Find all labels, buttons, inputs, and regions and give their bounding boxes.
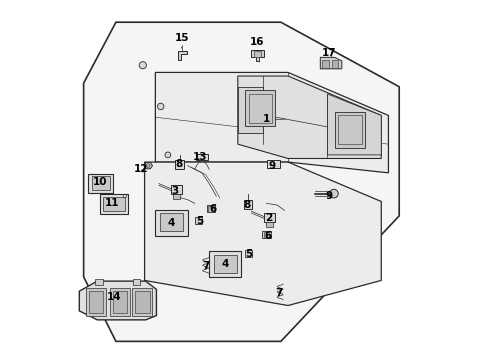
Polygon shape <box>264 213 275 222</box>
Polygon shape <box>244 200 252 209</box>
Text: 8: 8 <box>243 200 250 210</box>
Text: 5: 5 <box>196 216 204 226</box>
Bar <box>88 174 113 193</box>
Text: 9: 9 <box>269 161 275 171</box>
Bar <box>322 59 329 68</box>
Text: 7: 7 <box>275 288 283 298</box>
Polygon shape <box>196 154 208 160</box>
Text: 17: 17 <box>322 48 337 58</box>
Polygon shape <box>267 160 280 168</box>
Polygon shape <box>79 281 156 320</box>
Bar <box>96 279 102 285</box>
Circle shape <box>147 164 150 167</box>
Text: 3: 3 <box>172 186 179 196</box>
Polygon shape <box>320 57 342 69</box>
Bar <box>92 176 110 190</box>
Bar <box>214 255 237 273</box>
Polygon shape <box>84 22 399 341</box>
Polygon shape <box>144 163 152 169</box>
Bar <box>248 94 272 123</box>
Bar <box>264 231 270 237</box>
Bar <box>103 197 125 211</box>
Text: 5: 5 <box>245 248 252 258</box>
Polygon shape <box>145 162 381 306</box>
Polygon shape <box>155 72 389 173</box>
Polygon shape <box>251 50 264 61</box>
Bar <box>133 279 140 285</box>
Polygon shape <box>262 231 271 238</box>
Text: 13: 13 <box>193 152 207 162</box>
Text: 15: 15 <box>175 33 190 43</box>
Text: 12: 12 <box>134 164 148 174</box>
Text: 1: 1 <box>263 114 270 124</box>
Bar <box>254 50 261 57</box>
Text: 8: 8 <box>175 159 182 169</box>
Text: 6: 6 <box>209 204 217 214</box>
Bar <box>173 194 180 199</box>
Polygon shape <box>195 217 202 225</box>
Polygon shape <box>238 76 381 158</box>
Text: 4: 4 <box>221 259 229 269</box>
Circle shape <box>165 152 171 158</box>
Bar <box>135 291 149 313</box>
Bar <box>132 288 152 316</box>
Bar <box>155 210 188 235</box>
Text: 11: 11 <box>105 198 120 208</box>
Text: 7: 7 <box>202 261 209 271</box>
Bar <box>245 90 275 126</box>
Text: 16: 16 <box>250 37 265 47</box>
Polygon shape <box>207 205 215 212</box>
Polygon shape <box>172 185 182 194</box>
Polygon shape <box>238 87 263 134</box>
Bar <box>335 112 365 148</box>
Bar <box>160 213 183 231</box>
Bar <box>100 194 128 214</box>
Bar <box>86 288 105 316</box>
Bar <box>209 251 242 277</box>
Text: 10: 10 <box>93 177 107 187</box>
Text: 14: 14 <box>107 292 122 302</box>
Bar <box>89 291 103 313</box>
Polygon shape <box>175 160 184 169</box>
Bar <box>338 116 362 144</box>
Text: 4: 4 <box>168 218 175 228</box>
Circle shape <box>330 189 338 198</box>
Polygon shape <box>245 249 252 257</box>
Text: 6: 6 <box>265 231 272 240</box>
Polygon shape <box>327 94 381 155</box>
Bar <box>110 288 129 316</box>
Text: 2: 2 <box>265 213 272 222</box>
Circle shape <box>157 103 164 110</box>
Bar <box>208 206 214 212</box>
Bar <box>266 222 273 226</box>
Text: 9: 9 <box>326 191 333 201</box>
Bar <box>332 59 338 68</box>
Circle shape <box>139 62 147 69</box>
Bar <box>113 291 127 313</box>
Polygon shape <box>178 51 187 60</box>
